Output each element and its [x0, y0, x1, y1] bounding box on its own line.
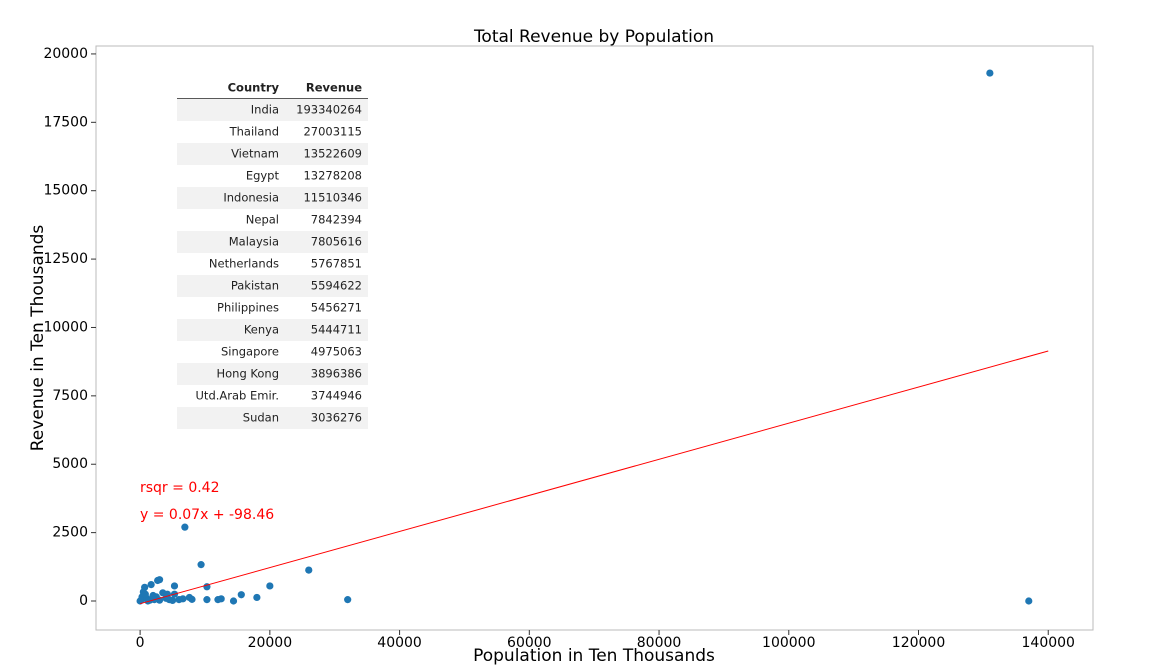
- y-tick-label: 0: [79, 593, 88, 609]
- point: [170, 582, 179, 590]
- table-cell: 193340264: [296, 103, 362, 117]
- table-cell: Pakistan: [231, 279, 279, 293]
- table-cell: Egypt: [246, 169, 280, 183]
- table-cell: 27003115: [303, 125, 362, 139]
- table-row-bg: [177, 99, 368, 121]
- point: [181, 523, 189, 531]
- annotation: rsqr = 0.42: [140, 480, 220, 496]
- table-cell: 7842394: [311, 213, 362, 227]
- table-cell: 11510346: [303, 191, 362, 205]
- table-row-bg: [177, 187, 368, 209]
- point: [1025, 597, 1033, 605]
- table-cell: India: [251, 103, 279, 117]
- table-cell: 5444711: [311, 323, 362, 337]
- table-cell: Philippines: [217, 301, 279, 315]
- point: [986, 69, 994, 77]
- table-row-bg: [177, 231, 368, 253]
- point: [203, 596, 211, 604]
- point: [144, 597, 152, 605]
- table-cell: Utd.Arab Emir.: [196, 389, 279, 403]
- table-row-bg: [177, 407, 368, 429]
- table-cell: Netherlands: [209, 257, 279, 271]
- table-cell: Vietnam: [231, 147, 279, 161]
- table-row-bg: [177, 143, 368, 165]
- table-row-bg: [177, 319, 368, 341]
- table-row-bg: [177, 275, 368, 297]
- point: [175, 596, 183, 604]
- table-header: Revenue: [306, 81, 362, 95]
- y-tick-label: 20000: [43, 46, 88, 62]
- x-tick-label: 20000: [248, 635, 293, 651]
- x-tick-label: 60000: [507, 635, 552, 651]
- point: [185, 593, 194, 602]
- x-tick-label: 140000: [1022, 635, 1075, 651]
- point: [154, 576, 162, 585]
- y-tick-label: 12500: [43, 251, 88, 267]
- table-cell: 5767851: [311, 257, 362, 271]
- table-cell: 4975063: [311, 345, 362, 359]
- y-tick-label: 10000: [43, 319, 88, 335]
- table-cell: Indonesia: [223, 191, 279, 205]
- table-cell: 3896386: [311, 367, 362, 381]
- point: [168, 596, 177, 605]
- x-tick-label: 40000: [377, 635, 422, 651]
- y-axis-label: Revenue in Ten Thousands: [28, 225, 48, 452]
- table-cell: 7805616: [311, 235, 362, 249]
- point: [147, 580, 155, 589]
- table-cell: 5456271: [311, 301, 362, 315]
- table-cell: Sudan: [243, 411, 279, 425]
- annotation: y = 0.07x + -98.46: [140, 507, 274, 523]
- point: [344, 596, 352, 604]
- table-cell: 13522609: [303, 147, 362, 161]
- table-cell: 3036276: [311, 411, 362, 425]
- point: [266, 582, 274, 590]
- point: [253, 593, 261, 602]
- point: [305, 566, 313, 574]
- point: [229, 597, 238, 605]
- table-header: Country: [228, 81, 280, 95]
- y-tick-label: 2500: [52, 525, 88, 541]
- point: [237, 591, 245, 599]
- table-row-bg: [177, 363, 368, 385]
- table-cell: Hong Kong: [216, 367, 279, 381]
- x-tick-label: 0: [136, 635, 145, 651]
- chart-title: Total Revenue by Population: [473, 27, 714, 47]
- table-cell: 3744946: [311, 389, 362, 403]
- table-cell: Malaysia: [229, 235, 279, 249]
- y-tick-label: 15000: [43, 183, 88, 199]
- y-tick-label: 5000: [52, 456, 88, 472]
- point: [197, 561, 205, 569]
- point: [214, 596, 222, 604]
- table-cell: Kenya: [244, 323, 279, 337]
- x-tick-label: 120000: [892, 635, 945, 651]
- plot-frame: [95, 45, 1094, 631]
- y-tick-label: 17500: [43, 114, 88, 130]
- fit-line: [139, 350, 1049, 605]
- y-tick-label: 7500: [52, 388, 88, 404]
- x-axis-label: Population in Ten Thousands: [473, 646, 715, 665]
- table-cell: 13278208: [303, 169, 362, 183]
- x-tick-label: 100000: [762, 635, 815, 651]
- table-cell: Nepal: [246, 213, 279, 227]
- x-tick-label: 80000: [637, 635, 682, 651]
- table-cell: Thailand: [229, 125, 279, 139]
- point: [141, 590, 149, 598]
- table-cell: Singapore: [221, 345, 279, 359]
- table-cell: 5594622: [311, 279, 362, 293]
